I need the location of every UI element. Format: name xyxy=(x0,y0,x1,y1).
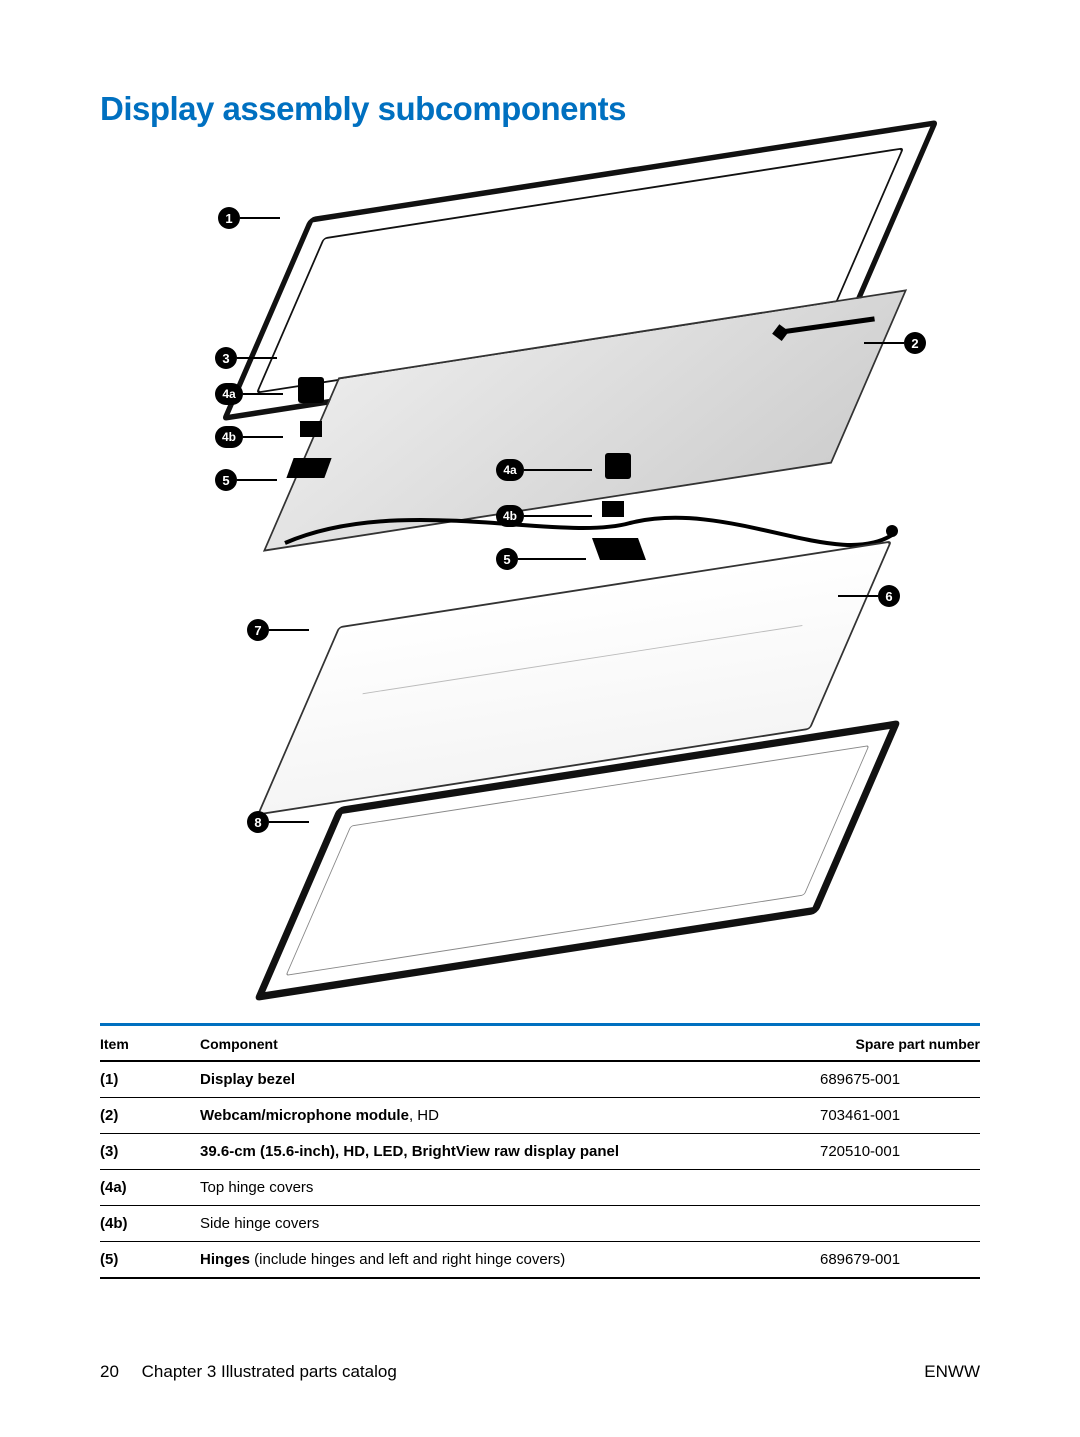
callout-6: 6 xyxy=(838,585,900,607)
callout-5-center: 5 xyxy=(496,548,586,570)
cell-item: (1) xyxy=(100,1061,200,1098)
cell-spare: 703461-001 xyxy=(820,1098,980,1134)
parts-table: Item Component Spare part number (1) Dis… xyxy=(100,1023,980,1279)
cell-spare: 720510-001 xyxy=(820,1134,980,1170)
page-footer: 20 Chapter 3 Illustrated parts catalog E… xyxy=(100,1362,980,1382)
exploded-diagram: 1 2 3 4a 4b 5 4a 4b 5 6 7 xyxy=(170,153,910,988)
table-row: (2) Webcam/microphone module, HD 703461-… xyxy=(100,1098,980,1134)
col-spare: Spare part number xyxy=(820,1025,980,1062)
callout-bubble: 1 xyxy=(218,207,240,229)
cell-item: (4a) xyxy=(100,1170,200,1206)
cell-item: (5) xyxy=(100,1242,200,1279)
col-component: Component xyxy=(200,1025,820,1062)
diagram-top-hinge-cover-left xyxy=(298,377,324,403)
diagram-hinge-left xyxy=(286,458,331,478)
callout-bubble: 4b xyxy=(215,426,243,448)
callout-4b-left: 4b xyxy=(215,426,283,448)
callout-bubble: 7 xyxy=(247,619,269,641)
callout-3: 3 xyxy=(215,347,277,369)
callout-7: 7 xyxy=(247,619,309,641)
cell-component: Hinges (include hinges and left and righ… xyxy=(200,1242,820,1279)
callout-5-left: 5 xyxy=(215,469,277,491)
callout-8: 8 xyxy=(247,811,309,833)
cell-spare xyxy=(820,1170,980,1206)
callout-bubble: 5 xyxy=(496,548,518,570)
cell-component: 39.6-cm (15.6-inch), HD, LED, BrightView… xyxy=(200,1134,820,1170)
table-row: (4a) Top hinge covers xyxy=(100,1170,980,1206)
callout-bubble: 4b xyxy=(496,505,524,527)
callout-4b-center: 4b xyxy=(496,505,592,527)
footer-right: ENWW xyxy=(924,1362,980,1382)
table-row: (4b) Side hinge covers xyxy=(100,1206,980,1242)
cell-item: (4b) xyxy=(100,1206,200,1242)
callout-bubble: 4a xyxy=(496,459,524,481)
callout-1: 1 xyxy=(218,207,280,229)
callout-bubble: 4a xyxy=(215,383,243,405)
callout-4a-left: 4a xyxy=(215,383,283,405)
table-header-row: Item Component Spare part number xyxy=(100,1025,980,1062)
cell-component: Webcam/microphone module, HD xyxy=(200,1098,820,1134)
callout-2: 2 xyxy=(864,332,926,354)
cell-item: (2) xyxy=(100,1098,200,1134)
chapter-title: Chapter 3 Illustrated parts catalog xyxy=(142,1362,397,1381)
cell-spare xyxy=(820,1206,980,1242)
cell-spare: 689679-001 xyxy=(820,1242,980,1279)
table-row: (1) Display bezel 689675-001 xyxy=(100,1061,980,1098)
cell-component: Side hinge covers xyxy=(200,1206,820,1242)
cell-component: Top hinge covers xyxy=(200,1170,820,1206)
callout-4a-center: 4a xyxy=(496,459,592,481)
callout-bubble: 6 xyxy=(878,585,900,607)
callout-bubble: 8 xyxy=(247,811,269,833)
table-row: (5) Hinges (include hinges and left and … xyxy=(100,1242,980,1279)
diagram-side-hinge-cover-left xyxy=(300,421,322,437)
diagram-top-hinge-cover-right xyxy=(605,453,631,479)
callout-bubble: 3 xyxy=(215,347,237,369)
cell-item: (3) xyxy=(100,1134,200,1170)
cell-spare: 689675-001 xyxy=(820,1061,980,1098)
page-title: Display assembly subcomponents xyxy=(100,90,980,128)
callout-bubble: 2 xyxy=(904,332,926,354)
col-item: Item xyxy=(100,1025,200,1062)
table-row: (3) 39.6-cm (15.6-inch), HD, LED, Bright… xyxy=(100,1134,980,1170)
callout-bubble: 5 xyxy=(215,469,237,491)
footer-left: 20 Chapter 3 Illustrated parts catalog xyxy=(100,1362,397,1382)
page-number: 20 xyxy=(100,1362,119,1381)
cell-component: Display bezel xyxy=(200,1061,820,1098)
